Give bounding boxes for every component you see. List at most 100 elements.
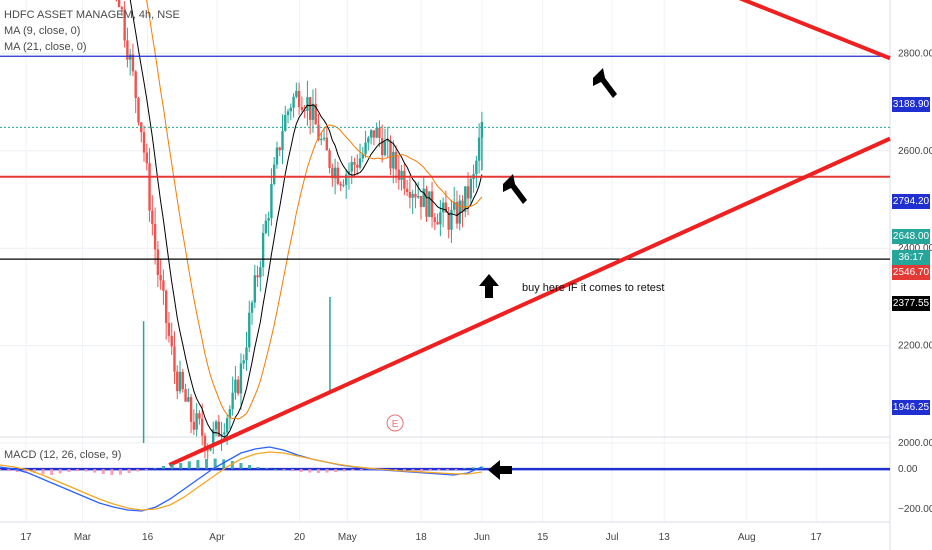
macd-histogram-bar — [256, 467, 260, 469]
candle-body — [178, 371, 182, 392]
candle-body — [339, 183, 342, 186]
candle-body — [428, 191, 431, 217]
candle-body — [439, 212, 442, 225]
macd-histogram-bar — [84, 469, 88, 472]
candle-body — [436, 221, 439, 225]
candle-body — [408, 191, 412, 198]
candle-body — [231, 392, 234, 410]
candle-body — [278, 147, 281, 151]
time-axis-label: 18 — [416, 532, 428, 543]
macd-axis-label: 0.00 — [898, 464, 918, 475]
macd-histogram-bar — [153, 468, 157, 469]
candle-body — [223, 432, 226, 435]
candle-body — [117, 0, 121, 8]
candle-body — [328, 150, 331, 168]
candle-body — [253, 275, 256, 303]
arrow-left-icon — [488, 460, 512, 480]
macd-histogram-bar — [394, 469, 398, 471]
macd-histogram-bar — [127, 469, 131, 473]
candle-body — [217, 421, 220, 437]
symbol-legend: HDFC ASSET MANAGEM, 4h, NSE — [4, 9, 180, 21]
macd-histogram-bar — [75, 469, 79, 471]
candle-body — [295, 90, 298, 97]
candle-body — [469, 178, 473, 199]
candle-body — [250, 302, 254, 313]
candle-body — [466, 186, 470, 199]
macd-histogram-bar — [325, 469, 329, 473]
candle-body — [422, 188, 425, 207]
candle-body — [308, 97, 312, 120]
macd-histogram-bar — [179, 463, 183, 469]
candle-body — [131, 54, 135, 72]
arrow-up-icon — [479, 274, 499, 298]
candle-body — [153, 223, 157, 250]
candle-body — [156, 249, 160, 276]
candle-body — [394, 151, 398, 170]
macd-histogram-bar — [101, 469, 105, 474]
earnings-marker-text: E — [392, 419, 399, 430]
price-axis-label: 2400.00 — [898, 243, 932, 254]
candle-body — [192, 421, 196, 430]
candle-body — [397, 169, 401, 180]
candle-body — [245, 347, 248, 361]
macd-histogram-bar — [402, 469, 406, 471]
time-axis-label: 16 — [142, 532, 154, 543]
candle-body — [234, 379, 237, 393]
candle-body — [198, 413, 201, 419]
candle-body — [386, 140, 389, 142]
candle-body — [364, 142, 367, 155]
buy-annotation: buy here IF it comes to retest — [522, 282, 665, 294]
time-axis-label: Jul — [606, 532, 619, 543]
macd-histogram-bar — [316, 469, 320, 473]
candle-body — [270, 183, 273, 219]
price-axis-label: 2200.00 — [898, 341, 932, 352]
candle-body — [477, 137, 481, 161]
candle-body — [303, 110, 306, 112]
price-axis-label: 2800.00 — [898, 48, 932, 59]
candle-body — [317, 124, 320, 141]
price-tag: 2794.20 — [892, 194, 930, 209]
macd-histogram-bar — [58, 469, 62, 474]
candle-body — [148, 163, 151, 211]
macd-histogram-bar — [50, 469, 54, 475]
candle-body — [447, 212, 450, 230]
candle-body — [187, 397, 190, 402]
macd-histogram-bar — [118, 469, 122, 475]
candle-body — [392, 151, 395, 169]
macd-histogram-bar — [7, 469, 11, 471]
macd-legend: MACD (12, 26, close, 9) — [4, 449, 122, 461]
candle-body — [228, 409, 232, 419]
macd-histogram-bar — [480, 466, 484, 469]
candle-body — [236, 379, 240, 394]
macd-histogram-bar — [265, 468, 269, 469]
candle-body — [375, 127, 378, 138]
candle-body — [333, 167, 337, 179]
macd-histogram-bar — [93, 469, 97, 473]
candle-body — [212, 429, 215, 445]
price-axis-label: 2600.00 — [898, 146, 932, 157]
candle-body — [123, 9, 126, 41]
macd-histogram-bar — [420, 469, 424, 472]
candle-body — [378, 127, 381, 138]
macd-histogram-bar — [428, 469, 432, 471]
candle-body — [367, 137, 370, 143]
candle-body — [203, 435, 207, 451]
candle-body — [164, 290, 168, 323]
macd-histogram-bar — [205, 459, 209, 469]
macd-histogram-bar — [196, 460, 200, 469]
candle-body — [344, 174, 348, 185]
macd-histogram-bar — [0, 469, 2, 470]
candle-body — [214, 421, 218, 430]
candle-body — [173, 346, 176, 372]
macd-histogram-bar — [187, 461, 191, 469]
macd-histogram-bar — [291, 469, 295, 471]
price-tag: 36:17 — [892, 250, 930, 265]
candle-body — [356, 164, 359, 168]
macd-histogram-bar — [162, 466, 166, 469]
candle-body — [292, 96, 295, 108]
macd-histogram-bar — [67, 469, 71, 472]
macd-histogram-bar — [359, 469, 363, 470]
time-axis-label: May — [338, 532, 357, 543]
macd-histogram-bar — [248, 465, 252, 469]
